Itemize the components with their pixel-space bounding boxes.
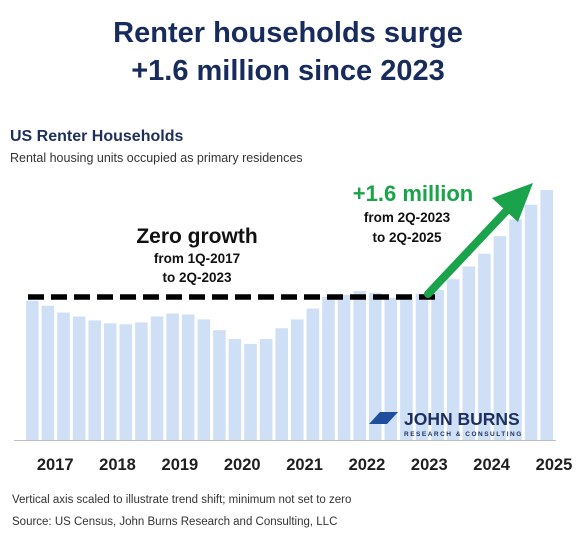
chart-subtitle: Rental housing units occupied as primary… [10, 151, 303, 165]
bar-3Q-2019 [181, 314, 195, 440]
bar-1Q-2024 [462, 266, 476, 440]
surge-range-line-2: to 2Q-2025 [372, 230, 442, 245]
bar-4Q-2024 [509, 219, 522, 440]
surge-range-line-1: from 2Q-2023 [364, 210, 451, 225]
john-burns-logo-mark [369, 412, 398, 424]
zero-growth-range-line-2: to 2Q-2023 [162, 270, 232, 285]
surge-arrow-head [492, 183, 533, 222]
bar-2Q-2022 [353, 291, 366, 440]
bar-4Q-2018 [135, 322, 148, 440]
bar-2Q-2020 [228, 339, 242, 440]
bar-2Q-2024 [478, 253, 491, 440]
bar-1Q-2017 [26, 300, 39, 440]
x-tick-2017: 2017 [37, 456, 74, 474]
bar-4Q-2023 [446, 279, 460, 440]
zero-growth-title: Zero growth [136, 225, 257, 248]
bar-3Q-2017 [57, 312, 70, 440]
x-tick-2022: 2022 [349, 456, 386, 474]
john-burns-logo-tagline: RESEARCH & CONSULTING [404, 431, 523, 438]
bar-4Q-2020 [259, 339, 273, 440]
bar-2Q-2018 [103, 323, 117, 440]
john-burns-logo-name: JOHN BURNS [404, 409, 520, 429]
bar-1Q-2021 [275, 328, 288, 440]
surge-arrow-shaft [424, 203, 514, 298]
surge-title: +1.6 million [353, 181, 473, 206]
bar-2Q-2021 [291, 319, 304, 440]
bar-1Q-2019 [150, 316, 164, 440]
headline: Renter households surge +1.6 million sin… [0, 14, 576, 90]
bar-4Q-2022 [384, 297, 398, 440]
bar-2Q-2025 [540, 190, 553, 440]
bar-1Q-2023 [400, 296, 413, 440]
bar-3Q-2023 [431, 290, 444, 440]
x-tick-2019: 2019 [162, 456, 199, 474]
source-note: Source: US Census, John Burns Research a… [12, 516, 338, 528]
bar-1Q-2018 [88, 320, 101, 440]
x-tick-2021: 2021 [286, 456, 323, 474]
bar-4Q-2019 [197, 319, 211, 440]
bar-4Q-2021 [322, 296, 335, 440]
zero-growth-range-line-1: from 1Q-2017 [154, 251, 240, 266]
axis-scale-note: Vertical axis scaled to illustrate trend… [12, 494, 352, 506]
bar-3Q-2024 [493, 236, 507, 440]
headline-line-1: Renter households surge [113, 17, 463, 49]
bar-2Q-2019 [166, 313, 179, 440]
bar-4Q-2017 [72, 316, 86, 440]
bar-3Q-2018 [119, 324, 133, 440]
bar-1Q-2020 [213, 330, 226, 440]
x-tick-2018: 2018 [99, 456, 136, 474]
x-tick-2025: 2025 [536, 456, 573, 474]
bar-1Q-2025 [524, 204, 538, 440]
bar-2Q-2023 [415, 293, 429, 440]
bar-3Q-2020 [244, 343, 257, 440]
bar-3Q-2022 [368, 292, 382, 440]
bar-1Q-2022 [337, 294, 351, 440]
headline-line-2: +1.6 million since 2023 [131, 55, 445, 87]
bar-2Q-2017 [41, 305, 55, 440]
x-tick-2020: 2020 [224, 456, 261, 474]
x-tick-2023: 2023 [411, 456, 448, 474]
x-tick-2024: 2024 [473, 456, 511, 474]
bar-3Q-2021 [306, 308, 320, 440]
chart-title: US Renter Households [10, 128, 184, 145]
